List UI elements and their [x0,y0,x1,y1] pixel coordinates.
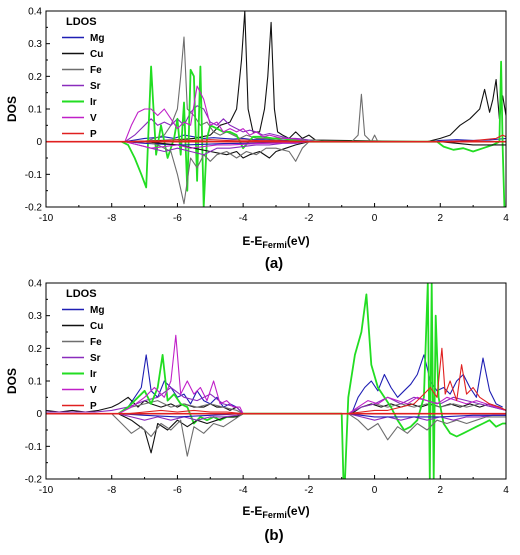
series-line-v [118,334,506,415]
legend-label-cu: Cu [90,49,103,60]
plot-frame [45,10,507,208]
x-tick-label: 2 [438,213,444,224]
y-tick-label: 0.3 [28,39,42,50]
legend-label-p: P [90,401,97,412]
y-tick-label: 0.2 [28,344,42,355]
x-tick-label: -2 [304,485,313,496]
chart-panel-b: -10 -8 -6 -4 -2 0 2 4 -0.2 -0.1 0 0.1 0.2 0.3 0.4 LDOS M… [5,279,509,545]
x-axis-label: E-EFermi(eV) [242,504,309,520]
y-tick-label: 0.1 [28,105,42,116]
plot-area [46,11,506,207]
legend-title: LDOS [66,288,97,300]
y-axis-label: DOS [5,96,19,122]
legend-title: LDOS [66,16,97,28]
plot-area [46,283,506,479]
x-tick-label: -10 [39,485,54,496]
series-line-sr [46,386,506,415]
y-tick-label: 0 [36,137,42,148]
series-line-cu [124,11,506,143]
x-tick-label: -6 [173,485,182,496]
legend-label-fe: Fe [90,337,102,348]
legend-label-sr: Sr [90,81,101,92]
legend-label-v: V [90,385,97,396]
y-tick-label: -0.2 [25,475,43,486]
y-tick-label: 0.4 [28,7,42,18]
series-line-ir [117,283,506,479]
legend-label-p: P [90,129,97,140]
y-tick-label: -0.1 [25,170,43,181]
x-tick-label: -4 [239,213,248,224]
series-line-v [124,85,310,143]
x-tick-label: 2 [438,485,444,496]
x-axis-label-main: E-E [242,234,262,248]
y-tick-label: 0.4 [28,279,42,290]
series-line-sr [124,105,316,143]
x-tick-label: -8 [107,213,116,224]
series-line-fe [144,36,382,143]
x-axis-label-sub: Fermi [262,240,287,250]
legend-label-sr: Sr [90,353,101,364]
y-tick-label: -0.1 [25,442,43,453]
panel-caption: (b) [264,527,283,544]
legend-label-ir: Ir [90,97,97,108]
x-axis-label: E-EFermi(eV) [242,234,309,250]
series-line-fe-down [144,141,310,205]
series-line-fe-down [111,413,506,457]
x-tick-label: -2 [304,213,313,224]
x-axis-label-main: E-E [242,504,262,518]
series-line-sr-down [124,141,309,156]
x-tick-label: -6 [173,213,182,224]
series-line-sr-down [118,413,506,421]
series-line-ir [121,60,506,207]
series-line-cu [46,396,506,415]
y-tick-label: -0.2 [25,203,43,214]
x-tick-label: 0 [372,485,378,496]
x-tick-label: 4 [503,485,509,496]
series-line-cu-down [118,413,244,454]
x-tick-label: 4 [503,213,509,224]
y-tick-label: 0.3 [28,311,42,322]
x-axis-label-sub: Fermi [262,510,287,520]
legend-label-fe: Fe [90,65,102,76]
legend-label-ir: Ir [90,369,97,380]
x-tick-label: -4 [239,485,248,496]
x-axis-label-unit: (eV) [287,504,310,518]
y-tick-label: 0.2 [28,72,42,83]
y-tick-label: 0.1 [28,377,42,388]
series-line-v-down [124,141,309,149]
legend-label-mg: Mg [90,33,104,44]
legend-label-mg: Mg [90,305,104,316]
legend-label-v: V [90,113,97,124]
legend-label-cu: Cu [90,321,103,332]
chart-panel-a: -10 -8 -6 -4 -2 0 2 4 -0.2 -0.1 0 0.1 0.2 0.3 0.4 LDOS M… [5,7,509,273]
x-axis-label-unit: (eV) [287,234,310,248]
x-tick-label: 0 [372,213,378,224]
x-tick-label: -10 [39,213,54,224]
series-line-p [128,134,506,143]
x-tick-label: -8 [107,485,116,496]
series-line-mg [124,134,506,143]
y-tick-label: 0 [36,409,42,420]
plot-frame [45,282,507,480]
series-line-p [128,347,506,415]
panel-caption: (a) [265,255,283,272]
y-axis-label: DOS [5,368,19,394]
